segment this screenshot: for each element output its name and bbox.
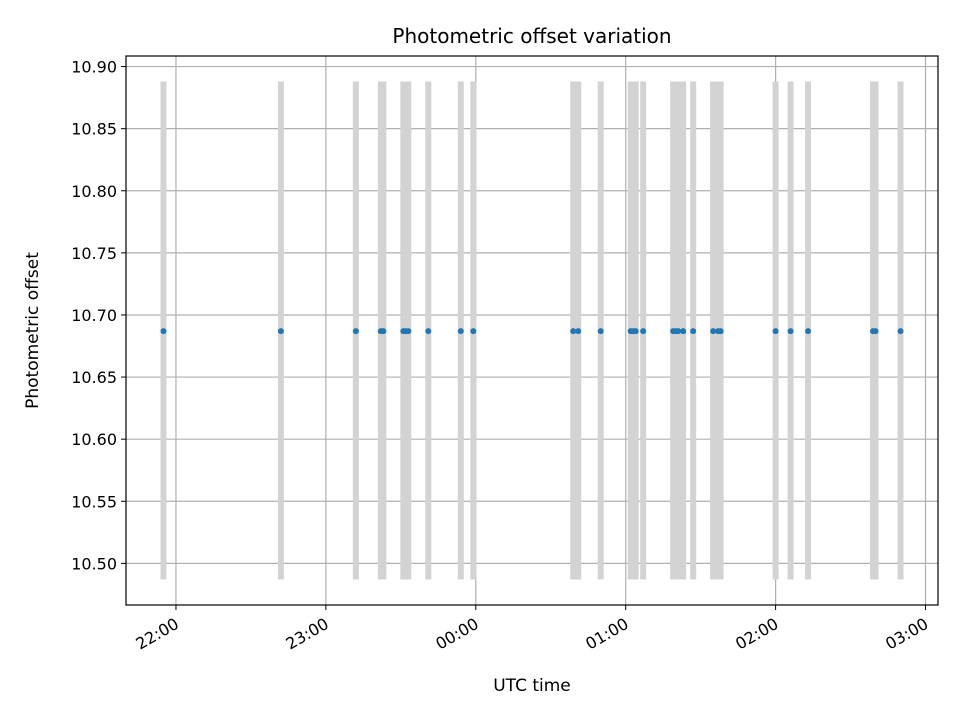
y-axis-title: Photometric offset [23,252,43,409]
y-tick-label: 10.80 [71,182,117,201]
data-point [597,328,604,335]
data-point [277,328,284,335]
data-point [575,328,582,335]
data-point [425,328,432,335]
data-point [787,328,794,335]
data-point [632,328,639,335]
data-point [380,328,387,335]
data-point [675,328,682,335]
y-tick-label: 10.60 [71,430,117,449]
data-point [872,328,879,335]
y-tick-label: 10.50 [71,554,117,573]
y-tick-label: 10.90 [71,58,117,77]
y-tick-label: 10.85 [71,120,117,139]
y-tick-label: 10.55 [71,492,117,511]
y-tick-label: 10.70 [71,306,117,325]
data-point [805,328,812,335]
y-tick-label: 10.65 [71,368,117,387]
data-point [470,328,477,335]
data-point [897,328,904,335]
data-point [352,328,359,335]
data-point [640,328,647,335]
plot-frame [125,55,939,606]
data-point [680,328,687,335]
data-point [710,328,717,335]
data-point [160,328,167,335]
data-point [570,328,577,335]
data-points [160,328,904,335]
data-point [457,328,464,335]
data-point [717,328,724,335]
data-point [772,328,779,335]
x-axis-title: UTC time [493,676,571,696]
chart-title: Photometric offset variation [392,24,671,48]
y-tick-label: 10.75 [71,244,117,263]
data-point [690,328,697,335]
data-point [405,328,412,335]
